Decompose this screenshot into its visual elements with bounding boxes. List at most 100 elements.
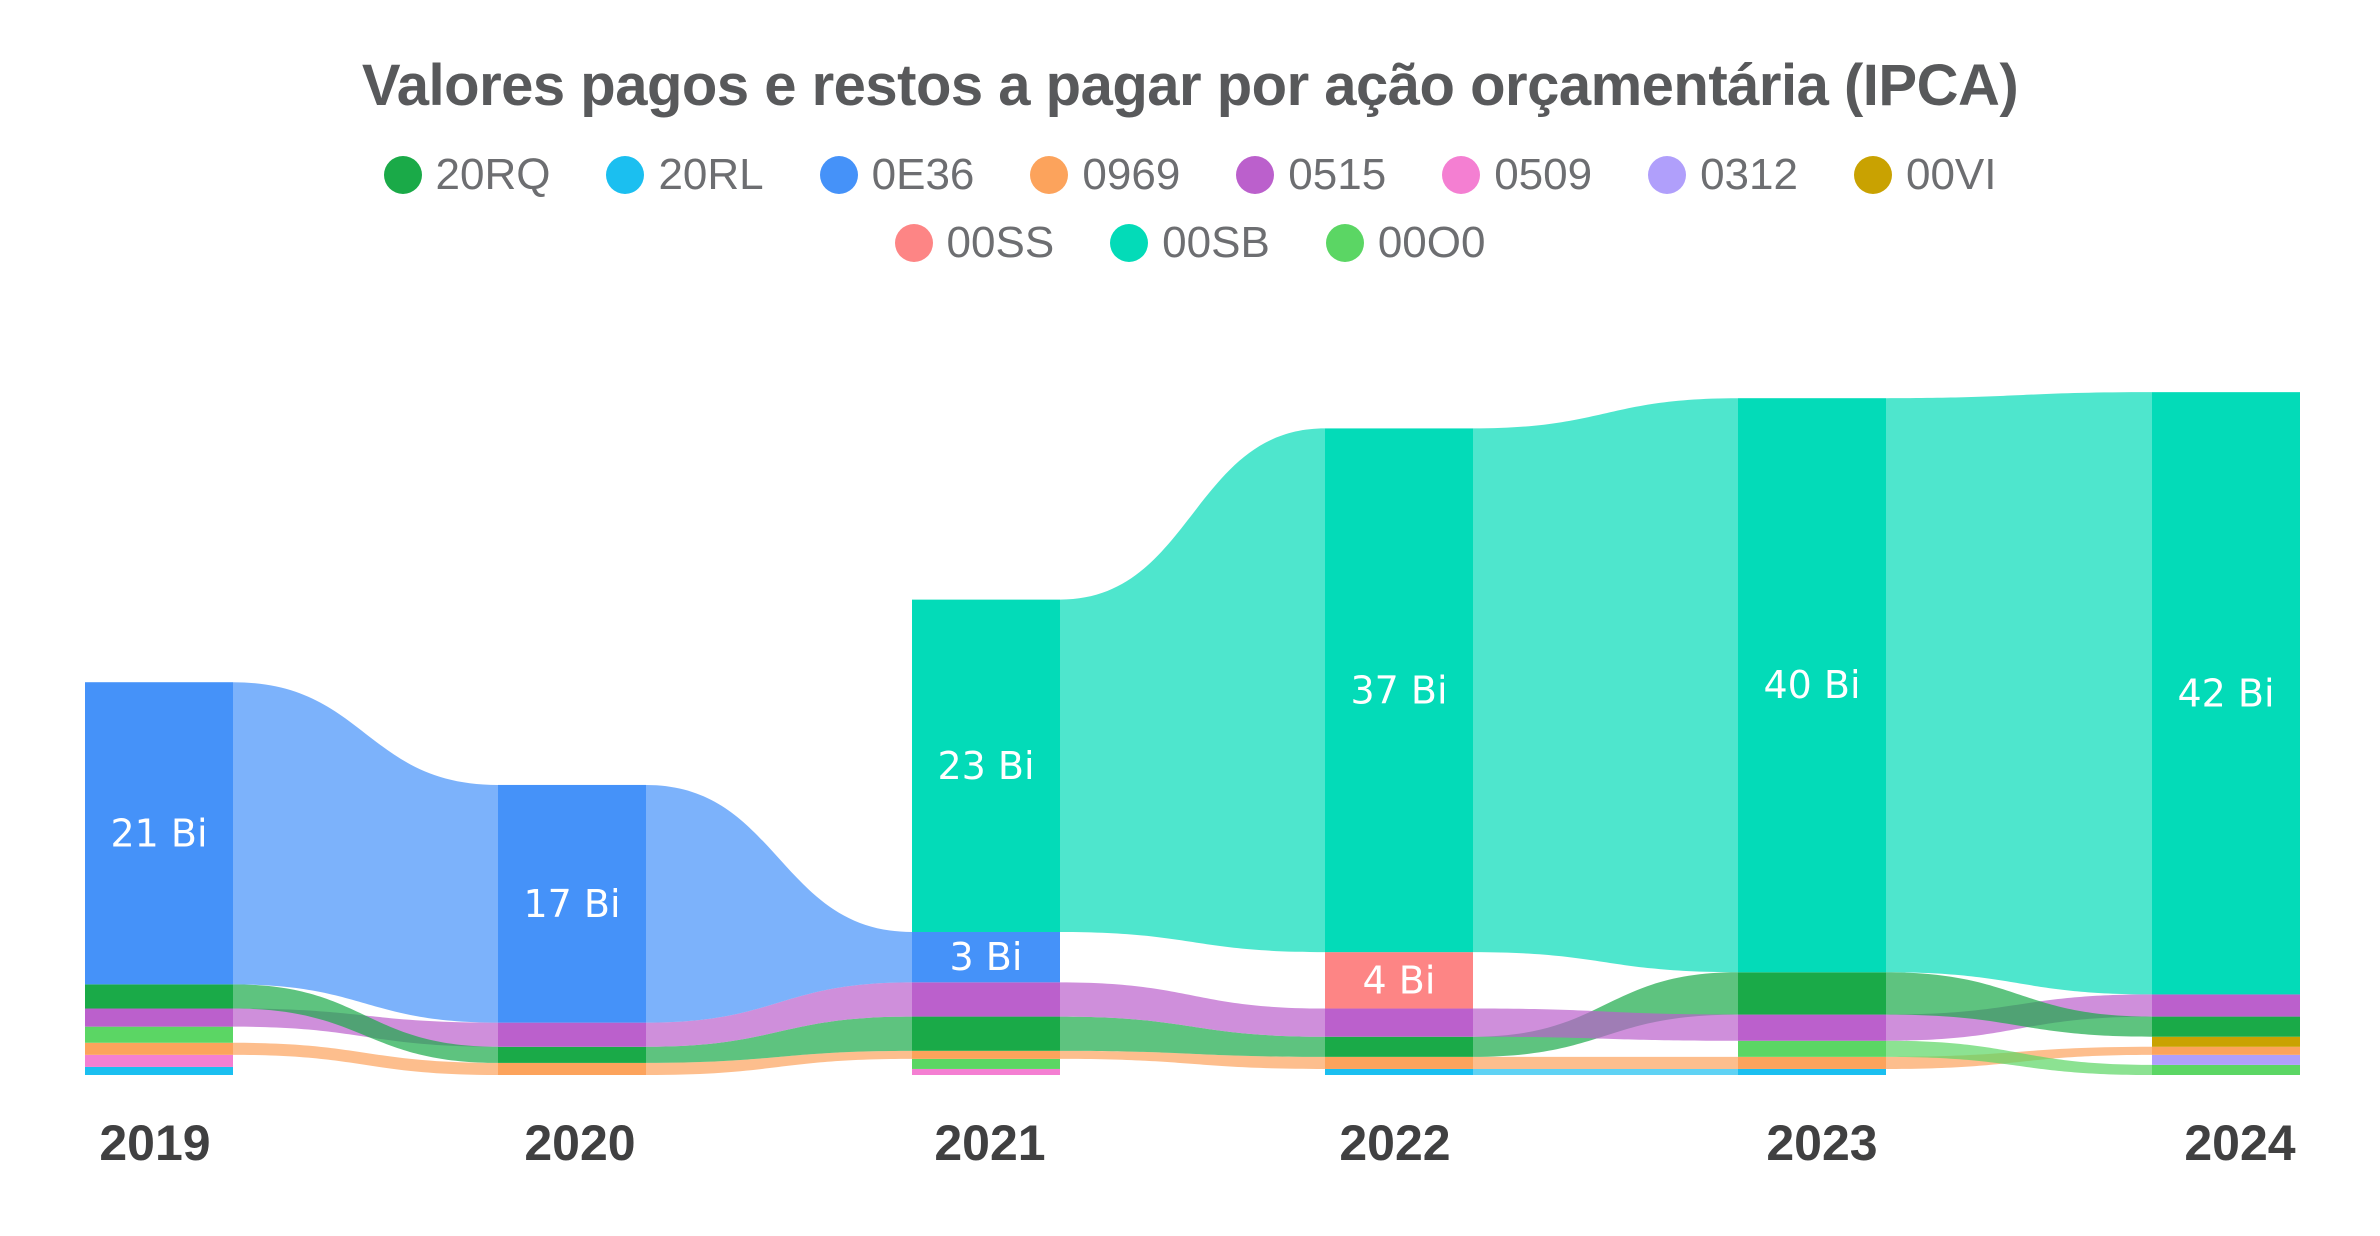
bar-segment-20rl-2023[interactable] [1738, 1068, 1886, 1075]
legend-swatch [1853, 156, 1892, 194]
bar-segment-00o0-2019[interactable] [85, 1026, 233, 1043]
bar-segment-0969-2023[interactable] [1738, 1056, 1886, 1069]
bar-segment-20rl-2019[interactable] [85, 1066, 233, 1075]
bar-segment-20rq-2019[interactable] [85, 984, 233, 1009]
ribbon-0969-2019-2020 [233, 1042, 498, 1075]
bar-segment-0e36-2021[interactable] [912, 931, 1060, 983]
x-tick-label-2021: 2021 [934, 1115, 1045, 1171]
bar-segment-00sb-2023[interactable] [1738, 398, 1886, 973]
x-tick-label-2024: 2024 [2184, 1115, 2295, 1171]
bar-segment-0e36-2020[interactable] [498, 784, 646, 1023]
data-label-00sb-2021: 23 Bi [937, 744, 1034, 788]
legend-item-00vi[interactable]: 00VI [1853, 150, 1996, 200]
legend-label: 0969 [1082, 150, 1181, 199]
ribbon-20rq-2019-2020 [233, 984, 498, 1063]
bar-segment-20rl-2022[interactable] [1325, 1068, 1473, 1075]
x-tick-label-2023: 2023 [1766, 1115, 1877, 1171]
legend-label: 00O0 [1377, 218, 1486, 267]
legend-item-0515[interactable]: 0515 [1236, 150, 1386, 200]
data-label-0e36-2020: 17 Bi [523, 882, 620, 926]
bar-segment-20rq-2023[interactable] [1738, 972, 1886, 1015]
legend-item-00sb[interactable]: 00SB [1110, 218, 1270, 268]
labels: 21 Bi 17 Bi 23 Bi 3 Bi 37 Bi 4 Bi 40 Bi 42 Bi 20… [99, 663, 2295, 1171]
bar-segment-00o0-2021[interactable] [912, 1058, 1060, 1069]
legend-label: 0515 [1288, 150, 1387, 199]
x-tick-label-2022: 2022 [1339, 1115, 1450, 1171]
legend-item-00ss[interactable]: 00SS [894, 218, 1054, 268]
chart-title: Valores pagos e restos a pagar por ação … [361, 53, 2019, 118]
legend-swatch [1442, 156, 1481, 194]
legend-swatch [1236, 156, 1275, 194]
legend-label: 20RQ [435, 150, 551, 199]
bar-segment-0515-2019[interactable] [85, 1008, 233, 1027]
legend-item-20rq[interactable]: 20RQ [383, 150, 551, 200]
bar-segment-00sb-2022[interactable] [1325, 428, 1473, 953]
legend-item-00o0[interactable]: 00O0 [1325, 218, 1486, 268]
legend-item-0509[interactable]: 0509 [1442, 150, 1592, 200]
ribbon-0e36-2020-2021 [646, 784, 912, 1023]
bar-segment-00ss-2022[interactable] [1325, 952, 1473, 1009]
legend-swatch [606, 156, 645, 194]
bar-segment-20rq-2022[interactable] [1325, 1036, 1473, 1057]
data-label-00sb-2024: 42 Bi [2177, 671, 2274, 715]
data-label-00sb-2023: 40 Bi [1763, 663, 1860, 707]
legend-swatch [819, 156, 858, 194]
bar-segment-0515-2024[interactable] [2152, 994, 2300, 1017]
bar-segment-00o0-2023[interactable] [1738, 1040, 1886, 1057]
legend-swatch [1325, 224, 1364, 262]
bar-segment-0515-2021[interactable] [912, 982, 1060, 1017]
bar-segment-0515-2023[interactable] [1738, 1014, 1886, 1041]
legend-label: 00SB [1162, 218, 1270, 267]
bar-segment-00sb-2024[interactable] [2152, 392, 2300, 995]
legend-row-2: 00SS 00SB 00O0 [0, 218, 2380, 268]
bar-segment-0509-2021[interactable] [912, 1068, 1060, 1075]
legend-item-0312[interactable]: 0312 [1648, 150, 1798, 200]
x-tick-label-2019: 2019 [99, 1115, 210, 1171]
legend-label: 20RL [658, 150, 764, 199]
legend-item-0969[interactable]: 0969 [1030, 150, 1180, 200]
ribbon-0e36-2019-2020 [233, 682, 498, 1023]
ribbon-20rq-2020-2021 [646, 1016, 912, 1063]
bar-segment-0e36-2019[interactable] [85, 682, 233, 985]
bar-segment-0509-2019[interactable] [85, 1054, 233, 1067]
bar-segment-0969-2021[interactable] [912, 1050, 1060, 1059]
ribbon-00sb-2023-2024 [1886, 392, 2152, 995]
legend-row-1: 20RQ 20RL 0E36 0969 0515 0509 0312 00VI [0, 150, 2380, 200]
ribbon-00sb-2021-2022 [1060, 428, 1325, 953]
legend-label: 0509 [1494, 150, 1593, 199]
bar-segment-00o0-2024[interactable] [2152, 1064, 2300, 1075]
bar-segment-20rq-2020[interactable] [498, 1046, 646, 1063]
bar-segment-0515-2020[interactable] [498, 1022, 646, 1047]
bar-segment-0969-2022[interactable] [1325, 1056, 1473, 1069]
bar-segment-20rq-2024[interactable] [2152, 1016, 2300, 1037]
bar-segment-0312-2024[interactable] [2152, 1054, 2300, 1065]
ribbons [233, 392, 2152, 1075]
ribbon-0969-2020-2021 [646, 1050, 912, 1075]
legend-item-0e36[interactable]: 0E36 [819, 150, 974, 200]
bar-segment-00vi-2024[interactable] [2152, 1036, 2300, 1047]
bar-segment-0969-2024[interactable] [2152, 1046, 2300, 1055]
ribbon-00o0-2023-2024 [1886, 1040, 2152, 1075]
ribbon-0515-2020-2021 [646, 982, 912, 1047]
bar-segment-0969-2020[interactable] [498, 1062, 646, 1075]
ribbon-0515-2022-2023 [1473, 1008, 1738, 1041]
bar-segment-20rq-2021[interactable] [912, 1016, 1060, 1051]
ribbon-0969-2021-2022 [1060, 1050, 1325, 1069]
bars [85, 392, 2300, 1075]
ribbon-20rl-2022-2023 [1473, 1068, 1738, 1075]
bar-segment-00sb-2021[interactable] [912, 599, 1060, 932]
data-label-0e36-2021: 3 Bi [950, 935, 1023, 979]
bar-segment-0969-2019[interactable] [85, 1042, 233, 1055]
data-label-00sb-2022: 37 Bi [1350, 668, 1447, 712]
legend-swatch [383, 156, 422, 194]
legend-swatch [1110, 224, 1149, 262]
data-label-0e36-2019: 21 Bi [110, 811, 207, 855]
legend-swatch [894, 224, 933, 262]
ribbon-0969-2022-2023 [1473, 1056, 1738, 1069]
legend-label: 0312 [1700, 150, 1798, 199]
bar-segment-0515-2022[interactable] [1325, 1008, 1473, 1037]
data-label-00ss-2022: 4 Bi [1363, 958, 1436, 1002]
ribbon-20rq-2021-2022 [1060, 1016, 1325, 1057]
legend-item-20rl[interactable]: 20RL [606, 150, 764, 200]
